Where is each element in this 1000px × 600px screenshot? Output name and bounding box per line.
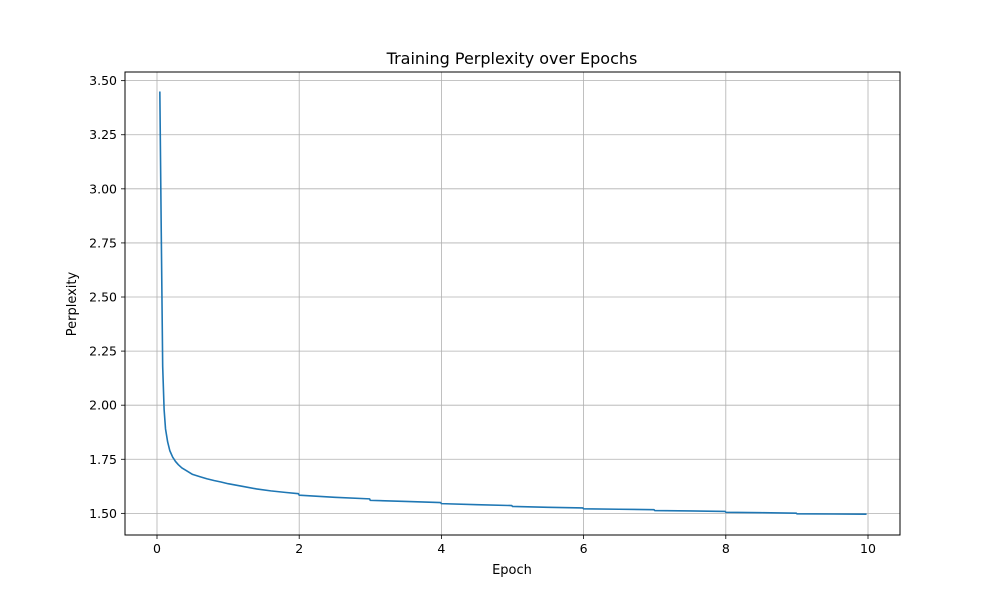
- y-tick-label: 2.75: [89, 235, 117, 250]
- plot-frame: [124, 71, 901, 536]
- y-axis-label: Perplexity: [65, 271, 80, 336]
- x-tick-label: 8: [722, 541, 730, 556]
- y-tick-label: 3.00: [89, 181, 117, 196]
- series-layer: [159, 91, 867, 516]
- y-tick-label: 2.00: [89, 398, 117, 413]
- x-tick-label: 4: [437, 541, 445, 556]
- chart-title: Training Perplexity over Epochs: [386, 49, 638, 68]
- y-tick-label: 3.50: [89, 73, 117, 88]
- y-tick-label: 1.50: [89, 506, 117, 521]
- y-tick-label: 3.25: [89, 127, 117, 142]
- axis-ticks: 0 2 4 6 8 10 1.50 1.75 2.00 2.25 2.50 2.75 3.00 3.25 3…: [89, 73, 876, 556]
- y-tick-label: 1.75: [89, 452, 117, 467]
- grid-lines: [125, 72, 900, 535]
- series-line-0: [159, 91, 867, 516]
- x-tick-label: 2: [295, 541, 303, 556]
- x-tick-label: 0: [153, 541, 161, 556]
- x-tick-label: 10: [860, 541, 876, 556]
- y-tick-label: 2.50: [89, 290, 117, 305]
- x-axis-label: Epoch: [492, 563, 532, 578]
- x-tick-label: 6: [580, 541, 588, 556]
- y-tick-label: 2.25: [89, 344, 117, 359]
